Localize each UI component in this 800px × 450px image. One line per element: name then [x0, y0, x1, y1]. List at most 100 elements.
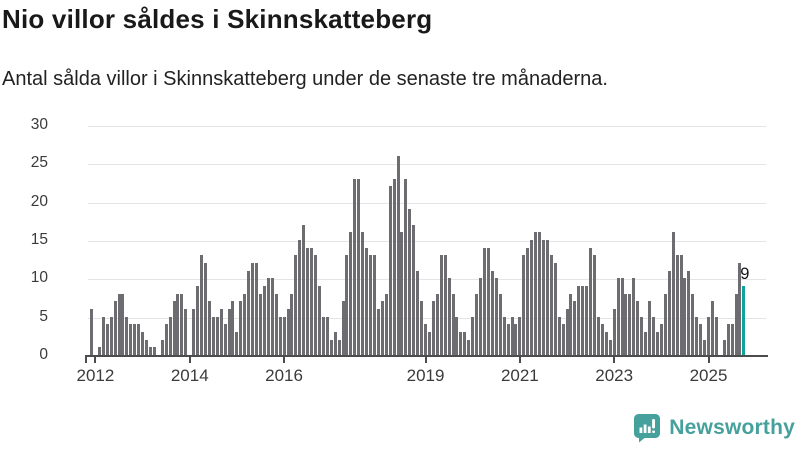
x-axis-tick — [85, 357, 87, 363]
bar — [227, 309, 231, 355]
y-axis-label: 30 — [30, 116, 48, 133]
gridline — [88, 126, 766, 127]
plot-area: 9 2012 2014 2016 2019 2021 2023 2025 — [77, 126, 768, 385]
bar — [534, 232, 538, 355]
y-axis-label: 25 — [30, 154, 48, 172]
x-axis-tick — [283, 357, 286, 363]
bar — [145, 339, 149, 355]
gridline — [88, 317, 766, 319]
bar — [357, 178, 361, 355]
bar — [573, 301, 577, 355]
bar — [703, 339, 707, 355]
bar — [255, 263, 259, 355]
bar — [200, 255, 204, 355]
bar — [349, 232, 353, 355]
bar — [192, 309, 196, 355]
bar — [589, 247, 593, 355]
bar — [369, 255, 373, 355]
bar — [172, 301, 176, 355]
bar — [443, 255, 447, 355]
bar — [310, 247, 314, 355]
bar — [262, 286, 266, 355]
bar — [691, 293, 695, 355]
bar — [341, 301, 345, 355]
bar — [459, 332, 463, 355]
bar — [596, 316, 600, 355]
bar — [714, 316, 718, 355]
gridline — [88, 279, 766, 281]
x-axis-label: 2014 — [170, 366, 209, 385]
x-axis-label: 2016 — [265, 366, 303, 385]
bar — [152, 347, 156, 355]
bar — [699, 324, 703, 355]
bar — [707, 316, 710, 355]
bar — [467, 339, 471, 355]
bar — [329, 339, 333, 355]
bar — [353, 178, 357, 355]
bar — [608, 339, 612, 355]
bar — [471, 316, 475, 355]
bar — [282, 316, 286, 355]
bar — [561, 324, 565, 355]
y-axis-label: 5 — [39, 307, 48, 325]
bar — [109, 316, 113, 355]
bar — [683, 278, 687, 355]
bar — [215, 316, 219, 355]
bar — [710, 301, 714, 355]
gridline — [88, 241, 766, 242]
bar — [518, 316, 522, 355]
bar — [593, 255, 597, 355]
bar — [463, 332, 467, 355]
bar — [274, 293, 278, 355]
bar — [247, 270, 251, 355]
bar — [726, 324, 730, 355]
bar — [663, 293, 667, 355]
bar — [557, 316, 561, 355]
bar — [408, 209, 412, 355]
bar — [321, 316, 325, 355]
bar — [659, 324, 663, 355]
bar — [522, 255, 526, 355]
bar — [581, 286, 585, 355]
bar — [624, 293, 628, 355]
bar — [675, 255, 679, 355]
gridline — [88, 164, 766, 166]
y-axis-label: 0 — [39, 346, 48, 363]
bar — [105, 324, 109, 355]
bar — [392, 178, 396, 355]
bar — [270, 278, 274, 355]
bar — [722, 339, 726, 355]
bar — [412, 224, 416, 355]
bar — [337, 339, 341, 355]
bar — [483, 247, 486, 355]
bar — [644, 332, 648, 355]
bar — [148, 347, 152, 355]
bar — [290, 293, 294, 355]
bar — [388, 186, 392, 355]
bar — [211, 316, 215, 355]
bar — [345, 255, 349, 355]
bar — [679, 255, 683, 355]
bar — [416, 270, 420, 355]
bar — [168, 316, 172, 355]
bar — [333, 332, 337, 355]
bar — [526, 247, 530, 355]
bar — [451, 293, 455, 355]
bar — [207, 301, 211, 355]
bar — [239, 301, 243, 355]
bar — [549, 255, 553, 355]
x-axis-tick — [94, 357, 97, 363]
bar — [302, 224, 306, 355]
bar — [180, 293, 184, 355]
bar — [604, 332, 608, 355]
bar — [317, 286, 321, 355]
bar — [286, 309, 290, 355]
x-axis-label: 2023 — [595, 366, 634, 385]
bar — [612, 309, 616, 355]
highlight-bar — [742, 286, 746, 355]
bar — [651, 316, 655, 355]
bar — [620, 278, 624, 355]
bar — [585, 286, 589, 355]
bar — [687, 270, 691, 355]
